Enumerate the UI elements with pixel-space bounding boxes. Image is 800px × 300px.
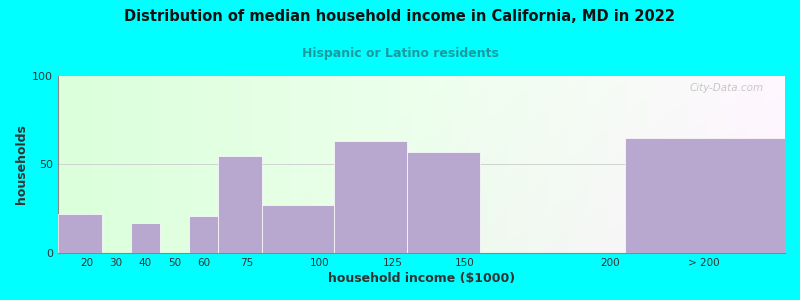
Bar xyxy=(189,216,218,253)
Bar xyxy=(58,214,102,253)
Text: City-Data.com: City-Data.com xyxy=(689,83,763,93)
Bar xyxy=(262,205,334,253)
Y-axis label: households: households xyxy=(15,124,28,204)
Text: Distribution of median household income in California, MD in 2022: Distribution of median household income … xyxy=(125,9,675,24)
Text: Hispanic or Latino residents: Hispanic or Latino residents xyxy=(302,46,498,59)
Bar xyxy=(334,142,407,253)
Bar xyxy=(407,152,480,253)
Bar xyxy=(218,156,262,253)
X-axis label: household income ($1000): household income ($1000) xyxy=(328,272,515,285)
Bar xyxy=(130,223,160,253)
Bar xyxy=(625,138,785,253)
